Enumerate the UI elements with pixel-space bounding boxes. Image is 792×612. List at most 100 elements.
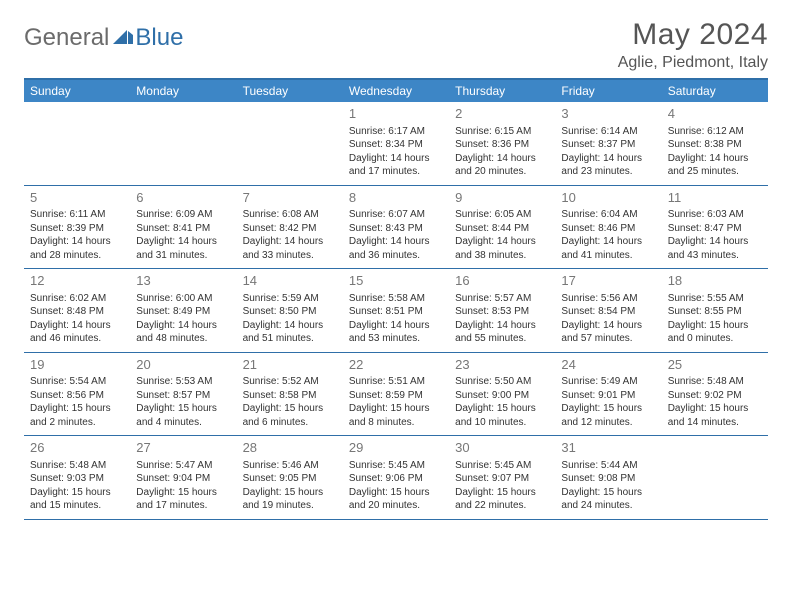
- weekday-label: Monday: [130, 80, 236, 102]
- daylight-line: Daylight: 15 hours and 20 minutes.: [349, 486, 443, 513]
- sunrise-line: Sunrise: 6:14 AM: [561, 125, 655, 139]
- logo-text-general: General: [24, 24, 109, 52]
- day-cell: 12Sunrise: 6:02 AMSunset: 8:48 PMDayligh…: [24, 269, 130, 352]
- day-number: 30: [455, 439, 549, 457]
- day-cell: 17Sunrise: 5:56 AMSunset: 8:54 PMDayligh…: [555, 269, 661, 352]
- daylight-line: Daylight: 14 hours and 41 minutes.: [561, 235, 655, 262]
- day-cell: 31Sunrise: 5:44 AMSunset: 9:08 PMDayligh…: [555, 436, 661, 519]
- day-number: 3: [561, 105, 655, 123]
- day-cell: 13 Sunrise: 6:00 AMSunset: 8:49 PMDayligh…: [130, 269, 236, 352]
- sunrise-line: Sunrise: 5:44 AM: [561, 459, 655, 473]
- sunset-line: Sunset: 8:41 PM: [136, 222, 230, 236]
- day-number: 27: [136, 439, 230, 457]
- day-cell: 18Sunrise: 5:55 AMSunset: 8:55 PMDayligh…: [662, 269, 768, 352]
- day-number: 18: [668, 272, 762, 290]
- day-number: 17: [561, 272, 655, 290]
- sunrise-line: Sunrise: 6:02 AM: [30, 292, 124, 306]
- sunrise-line: Sunrise: 5:53 AM: [136, 375, 230, 389]
- day-cell: [24, 102, 130, 185]
- day-cell: 21Sunrise: 5:52 AMSunset: 8:58 PMDayligh…: [237, 353, 343, 436]
- day-number: 31: [561, 439, 655, 457]
- day-cell: 23Sunrise: 5:50 AMSunset: 9:00 PMDayligh…: [449, 353, 555, 436]
- week-row: 19Sunrise: 5:54 AMSunset: 8:56 PMDayligh…: [24, 353, 768, 437]
- sunset-line: Sunset: 9:05 PM: [243, 472, 337, 486]
- day-cell: 16Sunrise: 5:57 AMSunset: 8:53 PMDayligh…: [449, 269, 555, 352]
- sunset-line: Sunset: 9:07 PM: [455, 472, 549, 486]
- sunrise-line: Sunrise: 6:04 AM: [561, 208, 655, 222]
- day-number: 11: [668, 189, 762, 207]
- sunset-line: Sunset: 8:48 PM: [30, 305, 124, 319]
- month-title: May 2024: [618, 18, 768, 52]
- daylight-line: Daylight: 14 hours and 55 minutes.: [455, 319, 549, 346]
- day-cell: 10Sunrise: 6:04 AMSunset: 8:46 PMDayligh…: [555, 186, 661, 269]
- sunrise-line: Sunrise: 5:52 AM: [243, 375, 337, 389]
- sunset-line: Sunset: 8:34 PM: [349, 138, 443, 152]
- sunset-line: Sunset: 8:37 PM: [561, 138, 655, 152]
- logo: General Blue: [24, 24, 183, 52]
- week-row: 1Sunrise: 6:17 AMSunset: 8:34 PMDaylight…: [24, 102, 768, 186]
- daylight-line: Daylight: 15 hours and 6 minutes.: [243, 402, 337, 429]
- title-block: May 2024 Aglie, Piedmont, Italy: [618, 18, 768, 72]
- daylight-line: Daylight: 15 hours and 19 minutes.: [243, 486, 337, 513]
- daylight-line: Daylight: 15 hours and 0 minutes.: [668, 319, 762, 346]
- daylight-line: Daylight: 15 hours and 15 minutes.: [30, 486, 124, 513]
- weekday-header: SundayMondayTuesdayWednesdayThursdayFrid…: [24, 80, 768, 102]
- day-number: 6: [136, 189, 230, 207]
- daylight-line: Daylight: 14 hours and 28 minutes.: [30, 235, 124, 262]
- sunset-line: Sunset: 8:57 PM: [136, 389, 230, 403]
- sunset-line: Sunset: 8:39 PM: [30, 222, 124, 236]
- daylight-line: Daylight: 14 hours and 51 minutes.: [243, 319, 337, 346]
- sunset-line: Sunset: 9:06 PM: [349, 472, 443, 486]
- day-cell: 28 Sunrise: 5:46 AMSunset: 9:05 PMDayligh…: [237, 436, 343, 519]
- sunset-line: Sunset: 8:43 PM: [349, 222, 443, 236]
- day-number: 29: [349, 439, 443, 457]
- sunrise-line: Sunrise: 5:46 AM: [243, 459, 337, 473]
- page-header: General Blue May 2024 Aglie, Piedmont, I…: [24, 18, 768, 72]
- daylight-line: Daylight: 14 hours and 48 minutes.: [136, 319, 230, 346]
- sunrise-line: Sunrise: 5:54 AM: [30, 375, 124, 389]
- sunset-line: Sunset: 8:38 PM: [668, 138, 762, 152]
- sunset-line: Sunset: 8:46 PM: [561, 222, 655, 236]
- sunrise-line: Sunrise: 6:00 AM: [136, 292, 230, 306]
- day-cell: [130, 102, 236, 185]
- daylight-line: Daylight: 15 hours and 22 minutes.: [455, 486, 549, 513]
- daylight-line: Daylight: 14 hours and 36 minutes.: [349, 235, 443, 262]
- day-cell: 27Sunrise: 5:47 AMSunset: 9:04 PMDayligh…: [130, 436, 236, 519]
- sunrise-line: Sunrise: 5:51 AM: [349, 375, 443, 389]
- sunrise-line: Sunrise: 5:47 AM: [136, 459, 230, 473]
- day-cell: 19Sunrise: 5:54 AMSunset: 8:56 PMDayligh…: [24, 353, 130, 436]
- day-cell: 24Sunrise: 5:49 AMSunset: 9:01 PMDayligh…: [555, 353, 661, 436]
- sunset-line: Sunset: 8:55 PM: [668, 305, 762, 319]
- daylight-line: Daylight: 15 hours and 10 minutes.: [455, 402, 549, 429]
- weekday-label: Friday: [555, 80, 661, 102]
- sunset-line: Sunset: 8:49 PM: [136, 305, 230, 319]
- day-number: 2: [455, 105, 549, 123]
- day-cell: 3 Sunrise: 6:14 AMSunset: 8:37 PMDaylight…: [555, 102, 661, 185]
- day-number: 10: [561, 189, 655, 207]
- daylight-line: Daylight: 15 hours and 2 minutes.: [30, 402, 124, 429]
- sunrise-line: Sunrise: 5:59 AM: [243, 292, 337, 306]
- daylight-line: Daylight: 14 hours and 23 minutes.: [561, 152, 655, 179]
- daylight-line: Daylight: 14 hours and 20 minutes.: [455, 152, 549, 179]
- day-cell: 14Sunrise: 5:59 AMSunset: 8:50 PMDayligh…: [237, 269, 343, 352]
- day-number: 13: [136, 272, 230, 290]
- sunset-line: Sunset: 9:03 PM: [30, 472, 124, 486]
- location: Aglie, Piedmont, Italy: [618, 54, 768, 72]
- day-cell: 4Sunrise: 6:12 AMSunset: 8:38 PMDaylight…: [662, 102, 768, 185]
- day-number: 28: [243, 439, 337, 457]
- sunset-line: Sunset: 9:02 PM: [668, 389, 762, 403]
- week-row: 12Sunrise: 6:02 AMSunset: 8:48 PMDayligh…: [24, 269, 768, 353]
- daylight-line: Daylight: 14 hours and 46 minutes.: [30, 319, 124, 346]
- day-number: 23: [455, 356, 549, 374]
- sunrise-line: Sunrise: 5:50 AM: [455, 375, 549, 389]
- daylight-line: Daylight: 15 hours and 17 minutes.: [136, 486, 230, 513]
- daylight-line: Daylight: 14 hours and 25 minutes.: [668, 152, 762, 179]
- sunrise-line: Sunrise: 6:09 AM: [136, 208, 230, 222]
- sunrise-line: Sunrise: 6:15 AM: [455, 125, 549, 139]
- sunrise-line: Sunrise: 6:17 AM: [349, 125, 443, 139]
- daylight-line: Daylight: 14 hours and 38 minutes.: [455, 235, 549, 262]
- sunset-line: Sunset: 8:42 PM: [243, 222, 337, 236]
- daylight-line: Daylight: 14 hours and 33 minutes.: [243, 235, 337, 262]
- day-number: 5: [30, 189, 124, 207]
- sunset-line: Sunset: 8:56 PM: [30, 389, 124, 403]
